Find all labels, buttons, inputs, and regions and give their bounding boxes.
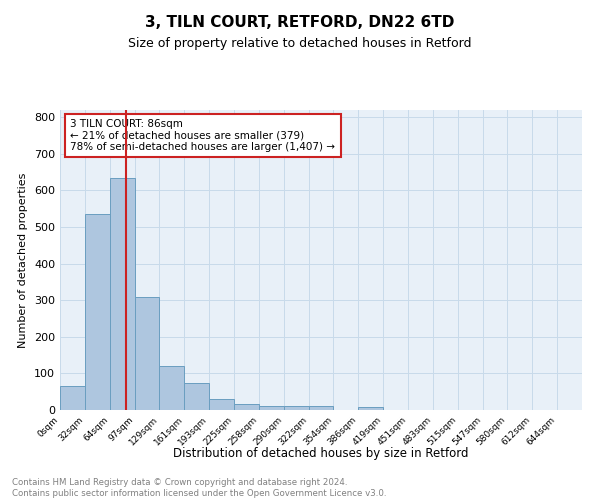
Bar: [110, 178, 134, 410]
Bar: [184, 382, 209, 410]
Bar: [259, 406, 284, 410]
Text: Contains HM Land Registry data © Crown copyright and database right 2024.
Contai: Contains HM Land Registry data © Crown c…: [12, 478, 386, 498]
Bar: [308, 406, 334, 410]
Bar: [160, 366, 184, 410]
Bar: [234, 404, 259, 410]
Bar: [85, 214, 110, 410]
Bar: [134, 296, 160, 410]
Bar: [60, 386, 85, 410]
Text: 3 TILN COURT: 86sqm
← 21% of detached houses are smaller (379)
78% of semi-detac: 3 TILN COURT: 86sqm ← 21% of detached ho…: [70, 119, 335, 152]
Bar: [358, 407, 383, 410]
Bar: [209, 399, 234, 410]
Text: Distribution of detached houses by size in Retford: Distribution of detached houses by size …: [173, 448, 469, 460]
Text: Size of property relative to detached houses in Retford: Size of property relative to detached ho…: [128, 38, 472, 51]
Bar: [284, 406, 308, 410]
Y-axis label: Number of detached properties: Number of detached properties: [19, 172, 28, 348]
Text: 3, TILN COURT, RETFORD, DN22 6TD: 3, TILN COURT, RETFORD, DN22 6TD: [145, 15, 455, 30]
